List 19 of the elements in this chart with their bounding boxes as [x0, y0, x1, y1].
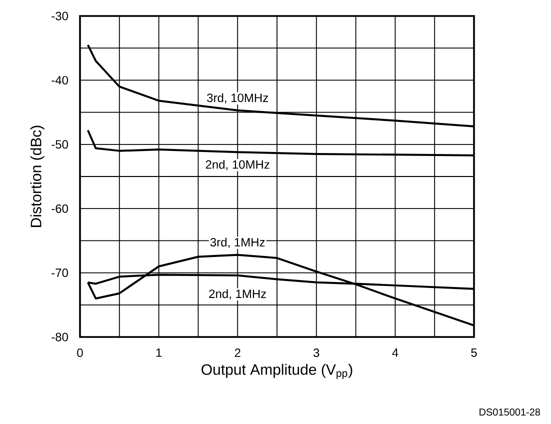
y-axis-title: Distortion (dBc) [30, 126, 44, 227]
x-tick-label: 2 [234, 348, 240, 357]
y-tick-label: -60 [52, 204, 68, 213]
x-tick-label: 3 [314, 348, 320, 358]
x-tick-label: 1 [156, 348, 162, 357]
y-tick-label: -40 [52, 76, 68, 84]
x-tick-label: 5 [471, 348, 477, 357]
y-tick-label: -70 [52, 268, 68, 278]
y-tick-label: -80 [52, 332, 68, 342]
text: DS015001-28 [480, 408, 540, 416]
x-axis-title: Output Amplitude (V$_{pp}$) [202, 364, 352, 380]
x-tick-label: 4 [392, 348, 398, 357]
y-tick-label: -30 [52, 12, 68, 20]
x-tick-label: 0 [77, 348, 83, 358]
series-label: 3rd, 1MHz [210, 238, 265, 248]
series-label: 2nd, 1MHz [209, 289, 266, 300]
y-tick-label: -50 [52, 140, 68, 149]
series-label: 3rd, 10MHz [207, 93, 268, 104]
series-label: 2nd, 10MHz [206, 160, 270, 170]
